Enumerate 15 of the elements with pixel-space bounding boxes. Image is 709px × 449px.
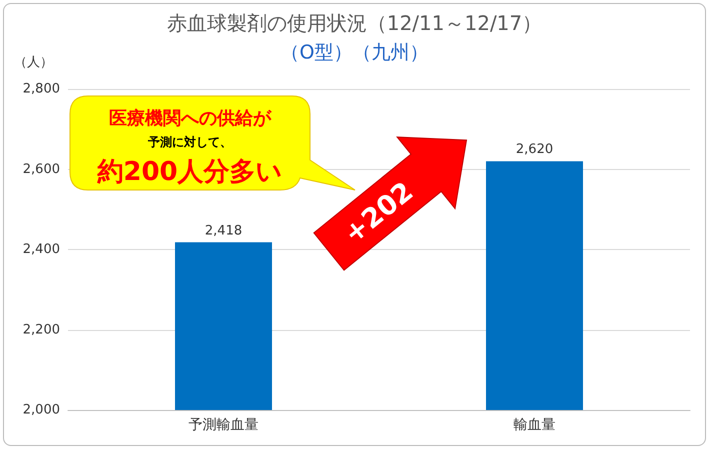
chart-subtitle: （O型）（九州） [280, 42, 428, 64]
annotation: 予測に対して、 [147, 135, 232, 149]
y-tick-label: 2,400 [22, 242, 60, 257]
y-tick-label: 2,800 [22, 82, 60, 96]
annotation: 約200人分多い [96, 157, 283, 187]
y-tick-label: 2,200 [22, 322, 60, 338]
x-tick-label: 予測輸血量 [188, 417, 258, 433]
y-tick-label: 2,600 [22, 162, 60, 177]
y-axis-title: （人） [14, 55, 53, 70]
data-label: 2,418 [204, 223, 242, 238]
chart-title: 赤血球製剤の使用状況（12/11～12/17） [166, 11, 542, 35]
annotation: 医療機関への供給が [109, 108, 272, 129]
x-tick-label: 輸血量 [514, 417, 556, 433]
y-tick-label: 2,000 [22, 402, 60, 418]
data-label: 2,620 [516, 142, 554, 158]
